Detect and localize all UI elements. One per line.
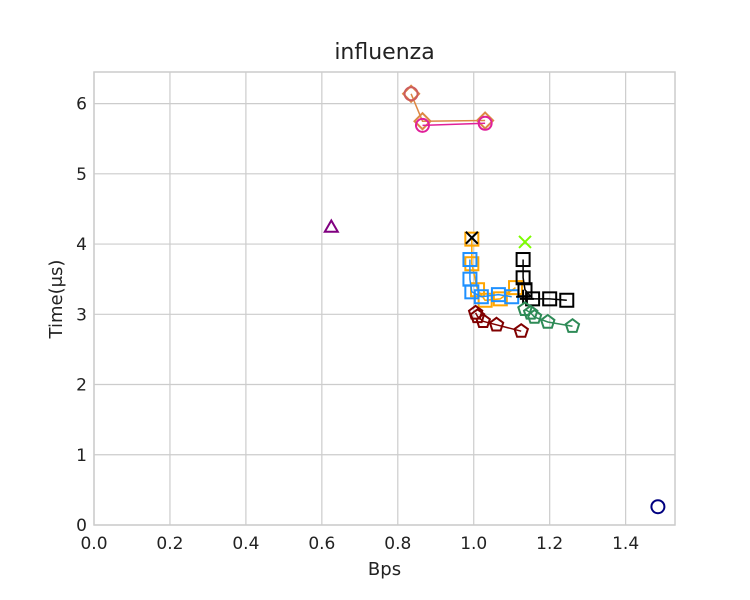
series-line	[522, 259, 567, 302]
series-line	[471, 239, 516, 302]
data-point	[650, 499, 666, 515]
data-point	[515, 252, 531, 268]
plot-frame	[93, 71, 676, 526]
data-point	[475, 111, 495, 130]
data-point	[464, 231, 480, 247]
series	[462, 252, 520, 305]
data-point	[515, 270, 531, 286]
grid	[93, 72, 675, 526]
data-point	[464, 256, 480, 272]
data-point	[477, 115, 493, 131]
x-tick-label: 1.0	[460, 534, 487, 554]
y-tick-label: 6	[76, 95, 87, 115]
data-point	[542, 291, 558, 307]
series-line	[422, 122, 486, 127]
x-tick-label: 1.2	[536, 534, 563, 554]
data-point	[508, 280, 524, 296]
x-tick-label: 0.4	[232, 534, 259, 554]
data-point	[539, 313, 556, 329]
data-point	[403, 86, 419, 102]
data-point	[467, 304, 484, 320]
data-point	[526, 308, 543, 324]
series	[414, 115, 493, 133]
data-point	[488, 316, 505, 332]
data-point	[464, 284, 480, 300]
tick-labels: 0.0 0.2 0.4 0.6 0.8 1.0 1.2 1.4 0 1 2 3 4 5 6	[76, 95, 639, 554]
series	[403, 86, 419, 102]
y-axis-title: Time(μs)	[46, 260, 67, 340]
series	[518, 235, 532, 249]
data-point	[522, 304, 539, 320]
data-point	[564, 317, 581, 333]
data-point	[475, 313, 492, 328]
series	[650, 499, 666, 515]
series	[464, 231, 524, 308]
chart-title: influenza	[334, 40, 434, 65]
series-line	[410, 93, 486, 122]
series-layer	[323, 84, 666, 515]
data-point	[492, 291, 508, 307]
y-tick-label: 4	[76, 235, 87, 255]
y-tick-label: 0	[76, 516, 87, 536]
data-point	[414, 117, 430, 133]
x-tick-label: 0.6	[308, 534, 335, 554]
x-tick-label: 1.4	[612, 534, 639, 554]
x-tick-label: 0.8	[384, 534, 411, 554]
x-axis-title: Bps	[368, 559, 401, 580]
y-tick-label: 1	[76, 446, 87, 466]
series	[465, 231, 479, 245]
data-point	[513, 322, 530, 338]
y-tick-label: 3	[76, 305, 87, 325]
series	[517, 301, 581, 333]
data-point	[462, 252, 478, 268]
data-point	[518, 235, 532, 249]
data-point	[559, 292, 575, 308]
x-tick-label: 0.0	[80, 534, 107, 554]
x-tick-label: 0.2	[156, 534, 183, 554]
series	[467, 304, 530, 338]
series-line	[474, 312, 522, 332]
series	[323, 218, 340, 233]
data-point	[465, 231, 479, 245]
data-point	[413, 111, 432, 131]
y-tick-label: 2	[76, 376, 87, 396]
data-point	[323, 218, 340, 233]
series-line	[469, 259, 512, 298]
y-tick-label: 5	[76, 165, 87, 185]
data-point	[473, 289, 489, 305]
